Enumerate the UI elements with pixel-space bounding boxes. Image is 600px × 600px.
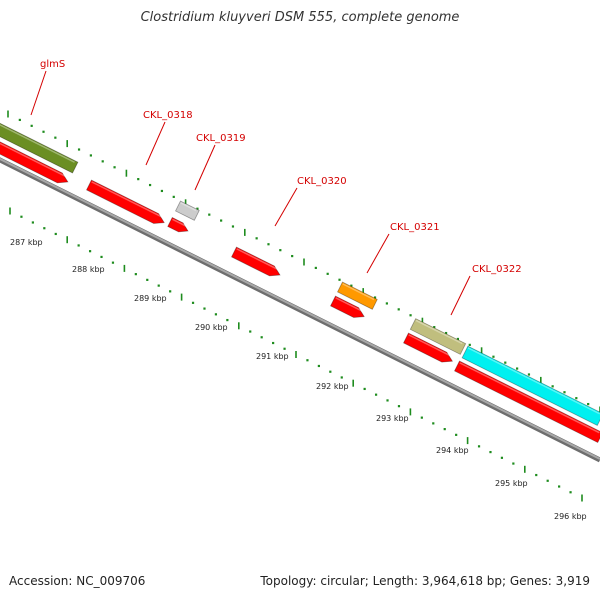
gene-CKL_0322-feature (409, 318, 467, 355)
gene-CKL_0320-cds-sheen (236, 248, 280, 271)
gene-next-cds-sheen (459, 362, 600, 434)
leader-line (194, 144, 216, 191)
kbp-label: 292 kbp (316, 382, 349, 391)
gene-CKL_0322-feature-sheen (415, 319, 463, 345)
leader-line (366, 233, 390, 274)
gene-label: glmS (40, 59, 65, 70)
kbp-labels: 287 kbp 288 kbp 289 kbp 290 kbp 291 kbp 292 k… (10, 238, 587, 521)
gene-CKL_0320-cds (231, 246, 281, 277)
gene-glmS-feature (0, 119, 79, 174)
kbp-label: 289 kbp (134, 294, 167, 303)
label-leader-lines (30, 70, 471, 316)
inner-tick-ring (9, 207, 583, 502)
gene-CKL_0319-feature-sheen (180, 202, 197, 212)
gene-CKL_0321-cds-sheen (335, 297, 364, 313)
map-title: Clostridium kluyveri DSM 555, complete g… (140, 10, 460, 25)
gene-next-feature-sheen (467, 347, 600, 415)
kbp-label: 287 kbp (10, 238, 43, 247)
gene-label: CKL_0319 (196, 133, 246, 144)
gene-CKL_0322-cds-shape (403, 332, 454, 363)
feature-tracks (0, 119, 600, 444)
gene-CKL_0321-feature-shape (337, 281, 378, 310)
genome-backbone (0, 157, 600, 463)
gene-CKL_0321-cds-shape (330, 295, 365, 318)
gene-next-feature (461, 345, 600, 426)
gene-label: CKL_0321 (390, 222, 440, 233)
gene-CKL_0319-feature (175, 200, 200, 221)
gene-label: CKL_0318 (143, 110, 193, 121)
accession-label: Accession: NC_009706 (9, 574, 146, 588)
gene-CKL_0319-cds (167, 216, 189, 233)
gene-CKL_0319-feature-shape (175, 200, 200, 221)
kbp-label: 296 kbp (554, 512, 587, 521)
gene-CKL_0318-cds-sheen (91, 181, 164, 219)
gene-CKL_0321-cds (330, 295, 365, 318)
gene-CKL_0321-feature (337, 281, 378, 310)
gene-labels: glmS CKL_0318 CKL_0319 CKL_0320 CKL_0321 CKL_… (40, 59, 522, 275)
leader-line (450, 275, 471, 316)
gene-CKL_0320-cds-shape (231, 246, 281, 277)
gene-next-cds-shape (454, 360, 600, 444)
gene-CKL_0318-cds-shape (86, 179, 165, 224)
kbp-label: 293 kbp (376, 414, 409, 423)
kbp-label: 294 kbp (436, 446, 469, 455)
kbp-label: 288 kbp (72, 265, 105, 274)
gene-CKL_0322-feature-shape (409, 318, 467, 355)
leader-line (145, 121, 166, 166)
gene-glmS-feature-sheen (0, 120, 75, 163)
gene-CKL_0319-cds-shape (167, 216, 189, 233)
leader-line (30, 70, 47, 116)
gene-CKL_0318-cds (86, 179, 165, 224)
gene-CKL_0319-cds-sheen (172, 218, 188, 228)
gene-glmS-cds-shape (0, 137, 69, 184)
kbp-label: 295 kbp (495, 479, 528, 488)
gene-CKL_0321-feature-sheen (342, 283, 375, 301)
leader-line (274, 187, 298, 227)
genome-stats-label: Topology: circular; Length: 3,964,618 bp… (260, 574, 590, 588)
kbp-label: 291 kbp (256, 352, 289, 361)
gene-glmS-feature-shape (0, 119, 79, 174)
gene-next-cds (454, 360, 600, 444)
gene-glmS-cds-sheen (0, 139, 68, 178)
gene-CKL_0322-cds-sheen (408, 334, 452, 357)
gene-glmS-cds (0, 137, 69, 184)
gene-label: CKL_0320 (297, 176, 347, 187)
gene-CKL_0322-cds (403, 332, 454, 363)
kbp-label: 290 kbp (195, 323, 228, 332)
gene-label: CKL_0322 (472, 264, 522, 275)
gene-next-feature-shape (461, 345, 600, 426)
backbone-highlight (0, 157, 600, 460)
